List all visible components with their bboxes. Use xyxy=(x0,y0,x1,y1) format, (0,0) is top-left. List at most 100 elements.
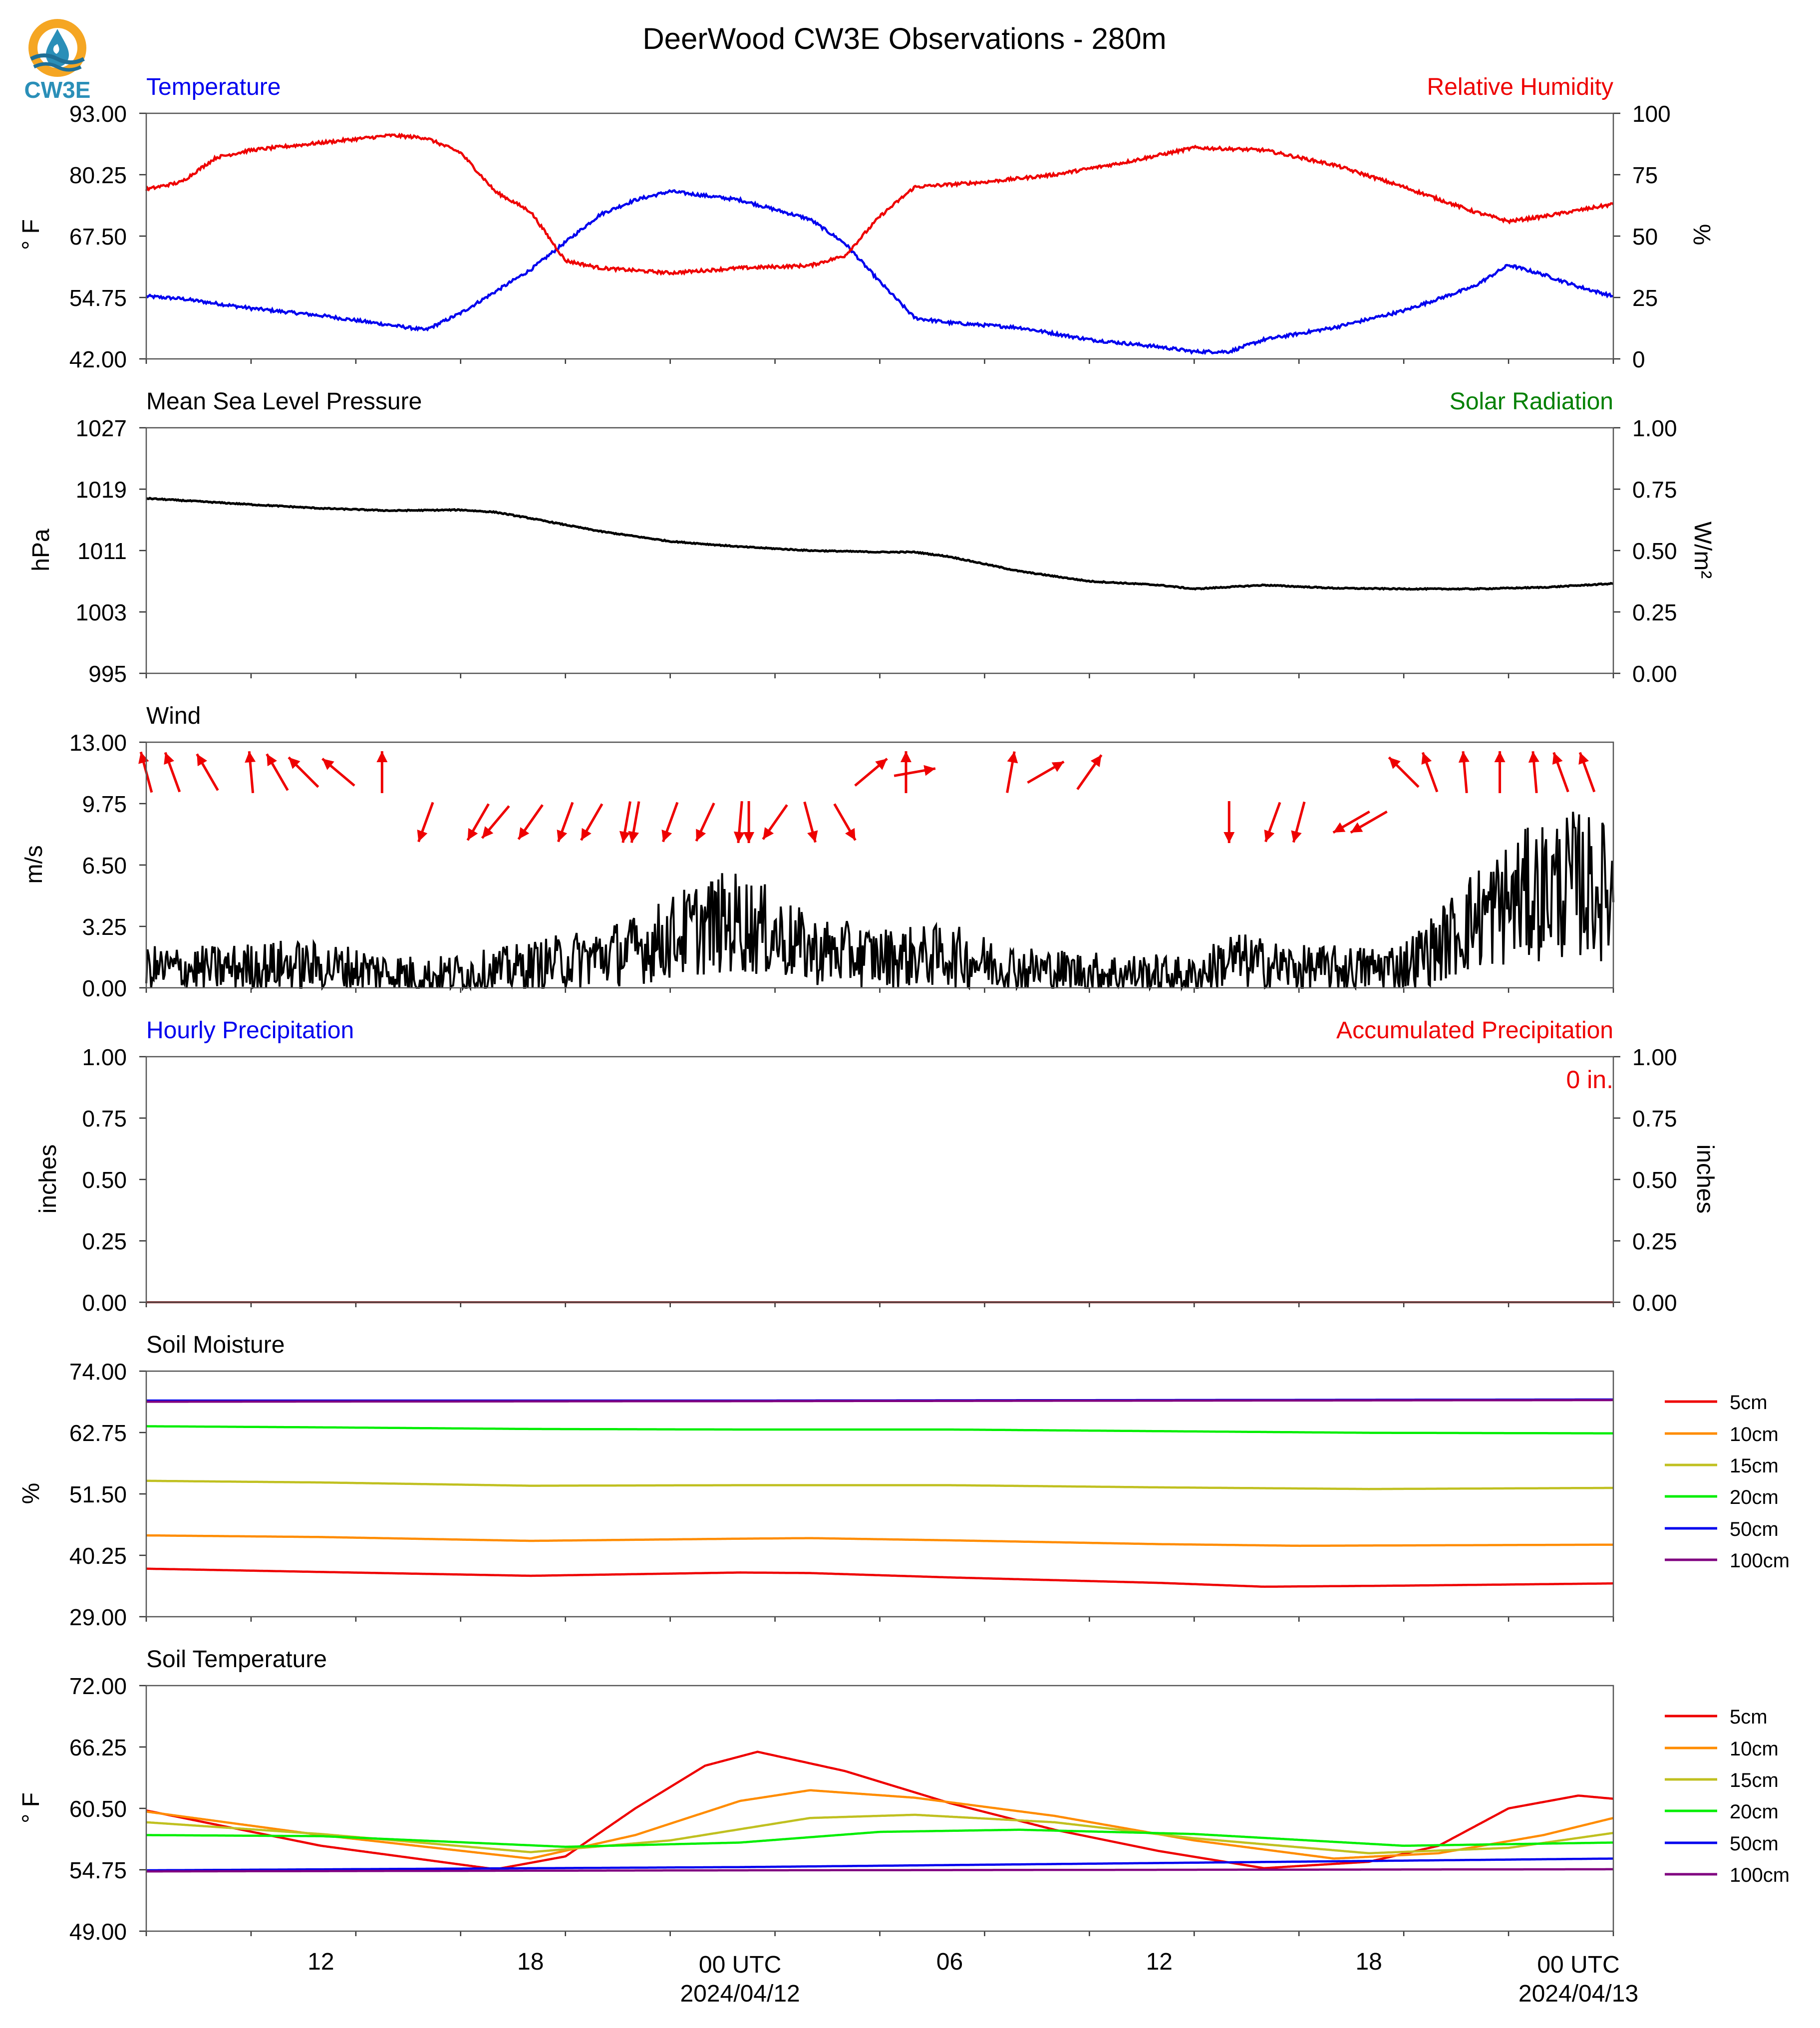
wind-arrow xyxy=(894,765,936,777)
ytick-label: 51.50 xyxy=(69,1481,127,1507)
soil-temperature-title: Soil Temperature xyxy=(146,1646,327,1673)
temperature-panel-title: Temperature xyxy=(146,74,281,100)
ytick-label: 62.75 xyxy=(69,1420,127,1446)
ytick-right-label: 0.75 xyxy=(1632,477,1677,503)
plot-frame xyxy=(145,1370,1614,1618)
wind-arrow xyxy=(466,803,490,841)
legend-label: 5cm xyxy=(1730,1392,1768,1414)
ytick-label: 74.00 xyxy=(69,1359,127,1385)
ytick-label: 54.75 xyxy=(69,1857,127,1883)
humidity-line xyxy=(145,132,1614,276)
wind-arrow xyxy=(481,805,510,839)
x-tick-label: 00 UTC xyxy=(699,1952,781,1978)
accum-precip-title: Accumulated Precipitation xyxy=(1336,1017,1613,1044)
ytick-label: 9.75 xyxy=(82,791,127,817)
wind-arrow xyxy=(854,758,888,787)
humidity-ylabel: % xyxy=(1688,224,1715,246)
soil-temp-100cm-line xyxy=(146,1868,1613,1873)
wind-arrow xyxy=(628,801,640,843)
ytick-right-label: 0.25 xyxy=(1632,1228,1677,1254)
x-tick-label: 00 UTC xyxy=(1537,1952,1619,1978)
wind-panel: Wind m/s 13.00 9.75 6.50 3.25 0.00 xyxy=(21,703,1614,1001)
ytick-right-label: 0.00 xyxy=(1632,1290,1677,1316)
soil-moisture-100cm-line xyxy=(146,1399,1613,1403)
wind-arrow xyxy=(1291,801,1306,843)
ytick-label: 1011 xyxy=(77,538,127,564)
wind-arrow xyxy=(557,802,574,843)
wind-arrow xyxy=(743,801,755,843)
water-drop-logo-icon xyxy=(28,19,86,77)
legend-label: 15cm xyxy=(1730,1769,1779,1791)
soil-moisture-15cm-line xyxy=(146,1479,1613,1490)
x-axis-labels: 12 18 00 UTC 2024/04/12 06 12 18 00 UTC … xyxy=(307,1949,1638,2007)
x-tick-label: 18 xyxy=(517,1949,544,1975)
wind-arrow xyxy=(1552,752,1569,793)
wind-arrow xyxy=(762,804,788,840)
ytick-label: 49.00 xyxy=(69,1919,127,1945)
pressure-ylabel: hPa xyxy=(28,529,54,572)
wind-arrow xyxy=(733,801,745,844)
ytick-right-label: 25 xyxy=(1632,285,1658,311)
figure-title: DeerWood CW3E Observations - 280m xyxy=(642,22,1166,55)
wind-arrow xyxy=(661,802,679,843)
wind-arrow xyxy=(1027,760,1065,784)
x-tick-label: 12 xyxy=(307,1949,334,1975)
wind-arrow xyxy=(1578,752,1596,793)
legend-label: 5cm xyxy=(1730,1706,1768,1728)
wind-speed-line xyxy=(145,812,1614,992)
soil-moisture-legend: 5cm 10cm 15cm 20cm 50cm 100cm xyxy=(1665,1392,1790,1572)
legend-label: 10cm xyxy=(1730,1424,1779,1446)
wind-arrow xyxy=(1332,810,1370,834)
wind-arrow xyxy=(164,752,181,793)
wind-arrow xyxy=(619,801,631,843)
legend-label: 100cm xyxy=(1730,1864,1790,1886)
wind-arrow xyxy=(321,758,355,787)
wind-direction-arrows xyxy=(138,751,1596,844)
x-tick-label: 18 xyxy=(1355,1949,1382,1975)
x-date-label: 2024/04/12 xyxy=(680,1981,800,2007)
wind-arrow xyxy=(1421,752,1439,793)
ytick-label: 66.25 xyxy=(69,1735,127,1760)
soil-moisture-panel: Soil Moisture % 74.00 62.75 51.50 40.25 … xyxy=(18,1332,1790,1630)
wind-arrow xyxy=(1223,801,1235,843)
temperature-humidity-panel: Temperature Relative Humidity ° F % 93.0… xyxy=(18,74,1715,372)
cw3e-logo: CW3E xyxy=(24,19,91,103)
wind-arrow xyxy=(695,802,715,842)
ytick-label: 1027 xyxy=(76,415,127,441)
ytick-label: 0.50 xyxy=(82,1167,127,1193)
pressure-panel-title: Mean Sea Level Pressure xyxy=(146,388,422,415)
ytick-label: 3.25 xyxy=(82,914,127,940)
accum-precip-total: 0 in. xyxy=(1566,1066,1613,1094)
plot-frame xyxy=(145,1056,1614,1303)
legend-label: 20cm xyxy=(1730,1486,1779,1508)
soil-moisture-10cm-line xyxy=(146,1534,1613,1547)
legend-label: 50cm xyxy=(1730,1518,1779,1540)
wind-panel-title: Wind xyxy=(146,703,201,729)
ytick-label: 72.00 xyxy=(69,1673,127,1699)
precip-ylabel-right: inches xyxy=(1692,1145,1718,1214)
legend-label: 100cm xyxy=(1730,1550,1790,1572)
ytick-right-label: 100 xyxy=(1632,101,1671,127)
wind-arrow xyxy=(376,751,388,793)
ytick-right-label: 0.50 xyxy=(1632,1167,1677,1193)
ytick-label: 80.25 xyxy=(69,162,127,188)
wind-arrow xyxy=(833,803,857,841)
ytick-label: 29.00 xyxy=(69,1604,127,1630)
ytick-label: 40.25 xyxy=(69,1543,127,1569)
ytick-right-label: 1.00 xyxy=(1632,415,1677,441)
logo-text: CW3E xyxy=(24,77,91,103)
wind-arrow xyxy=(196,753,219,791)
plot-frame xyxy=(145,1685,1614,1932)
wind-arrow xyxy=(1006,751,1018,793)
ytick-label: 0.75 xyxy=(82,1106,127,1132)
humidity-panel-title: Relative Humidity xyxy=(1427,74,1613,100)
wind-arrow xyxy=(1076,754,1103,790)
ytick-label: 60.50 xyxy=(69,1796,127,1822)
ytick-label: 42.00 xyxy=(69,346,127,372)
ytick-right-label: 0.25 xyxy=(1632,599,1677,625)
ytick-right-label: 50 xyxy=(1632,224,1658,250)
soil-moisture-ylabel: % xyxy=(18,1483,44,1504)
soil-moisture-5cm-line xyxy=(146,1567,1613,1588)
legend-label: 20cm xyxy=(1730,1801,1779,1823)
